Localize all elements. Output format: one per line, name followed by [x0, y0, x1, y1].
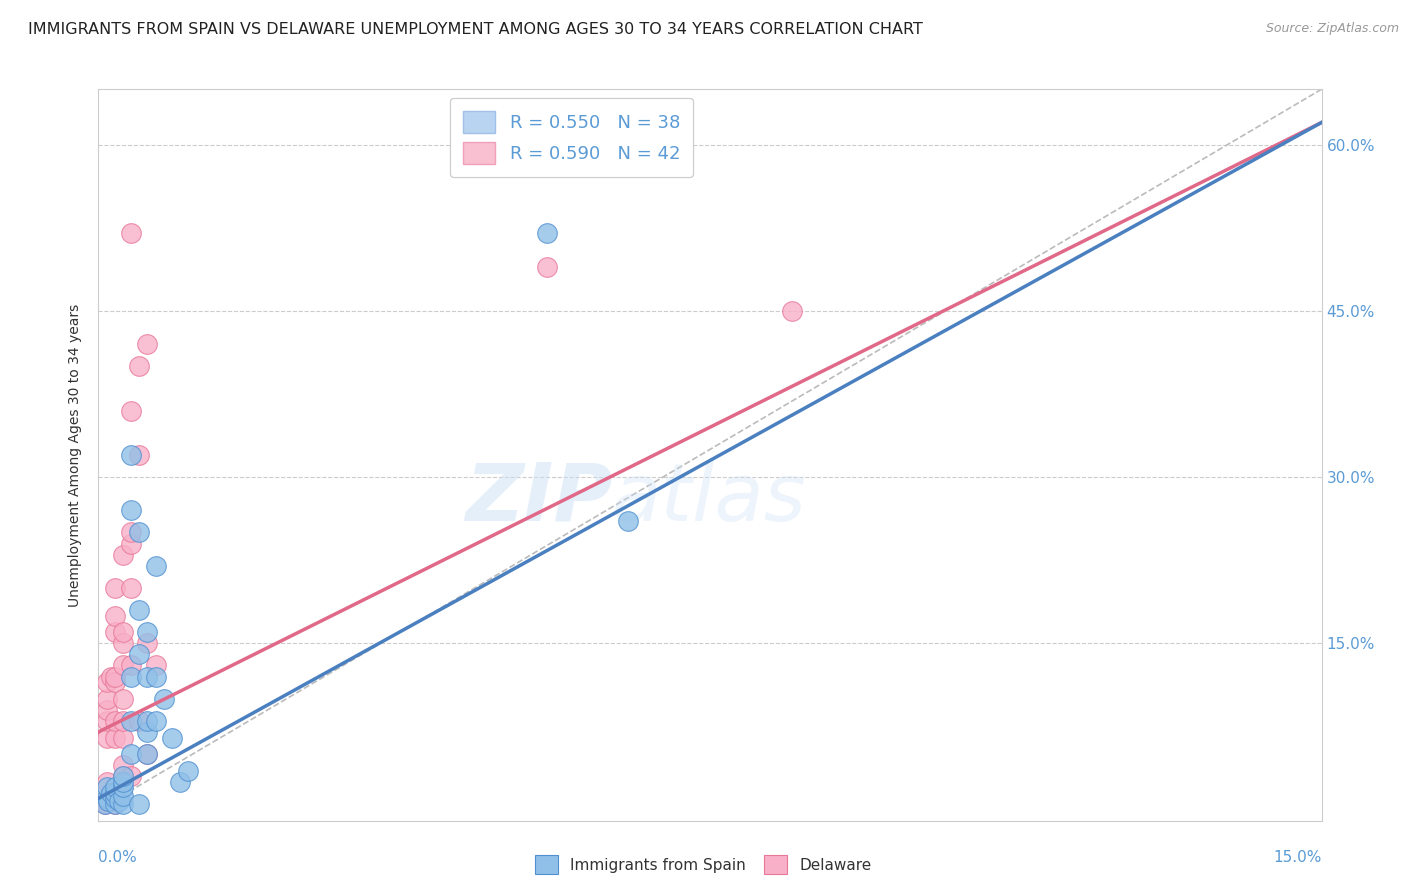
Point: [104, 797, 127, 811]
Point: [120, 658, 142, 673]
Text: atlas: atlas: [612, 459, 807, 538]
Point: [104, 581, 127, 595]
Point: [128, 603, 150, 617]
Point: [111, 769, 134, 783]
Point: [104, 675, 127, 690]
Point: [96, 703, 118, 717]
Point: [120, 403, 142, 417]
Point: [111, 636, 134, 650]
Point: [120, 714, 142, 728]
Point: [536, 227, 558, 241]
Text: IMMIGRANTS FROM SPAIN VS DELAWARE UNEMPLOYMENT AMONG AGES 30 TO 34 YEARS CORRELA: IMMIGRANTS FROM SPAIN VS DELAWARE UNEMPL…: [28, 22, 922, 37]
Point: [96, 675, 118, 690]
Point: [145, 714, 167, 728]
Point: [100, 669, 122, 683]
Point: [104, 669, 127, 683]
Point: [104, 625, 127, 640]
Point: [136, 669, 159, 683]
Point: [104, 731, 127, 745]
Text: 0.0%: 0.0%: [98, 850, 138, 865]
Point: [177, 764, 200, 778]
Point: [169, 775, 191, 789]
Point: [111, 775, 134, 789]
Point: [108, 794, 131, 808]
Point: [111, 797, 134, 811]
Point: [111, 789, 134, 804]
Point: [780, 303, 803, 318]
Text: ZIP: ZIP: [465, 459, 612, 538]
Point: [145, 658, 167, 673]
Point: [136, 625, 159, 640]
Point: [128, 359, 150, 374]
Point: [111, 780, 134, 795]
Point: [111, 758, 134, 772]
Point: [617, 515, 640, 529]
Point: [96, 714, 118, 728]
Point: [120, 227, 142, 241]
Point: [100, 786, 122, 800]
Point: [94, 797, 117, 811]
Point: [128, 797, 150, 811]
Text: Source: ZipAtlas.com: Source: ZipAtlas.com: [1265, 22, 1399, 36]
Point: [145, 558, 167, 573]
Point: [111, 731, 134, 745]
Point: [111, 769, 134, 783]
Point: [136, 714, 159, 728]
Point: [111, 658, 134, 673]
Point: [136, 747, 159, 761]
Point: [104, 797, 127, 811]
Point: [120, 503, 142, 517]
Point: [104, 780, 127, 795]
Point: [136, 337, 159, 351]
Point: [104, 791, 127, 805]
Point: [104, 714, 127, 728]
Y-axis label: Unemployment Among Ages 30 to 34 years: Unemployment Among Ages 30 to 34 years: [69, 303, 83, 607]
Point: [111, 714, 134, 728]
Point: [96, 780, 118, 795]
Point: [145, 669, 167, 683]
Point: [96, 775, 118, 789]
Point: [111, 691, 134, 706]
Point: [128, 448, 150, 462]
Point: [120, 525, 142, 540]
Point: [120, 536, 142, 550]
Point: [104, 608, 127, 623]
Point: [128, 648, 150, 662]
Text: 15.0%: 15.0%: [1274, 850, 1322, 865]
Point: [136, 725, 159, 739]
Legend: Immigrants from Spain, Delaware: Immigrants from Spain, Delaware: [529, 849, 877, 880]
Point: [96, 731, 118, 745]
Point: [111, 548, 134, 562]
Point: [152, 691, 174, 706]
Point: [128, 525, 150, 540]
Point: [536, 260, 558, 274]
Point: [111, 625, 134, 640]
Point: [120, 669, 142, 683]
Point: [136, 747, 159, 761]
Point: [128, 714, 150, 728]
Point: [94, 797, 117, 811]
Point: [96, 791, 118, 805]
Point: [120, 769, 142, 783]
Point: [96, 794, 118, 808]
Point: [120, 747, 142, 761]
Point: [104, 786, 127, 800]
Point: [96, 691, 118, 706]
Legend: R = 0.550   N = 38, R = 0.590   N = 42: R = 0.550 N = 38, R = 0.590 N = 42: [450, 98, 693, 177]
Point: [120, 581, 142, 595]
Point: [136, 636, 159, 650]
Point: [160, 731, 183, 745]
Point: [97, 794, 120, 808]
Point: [120, 448, 142, 462]
